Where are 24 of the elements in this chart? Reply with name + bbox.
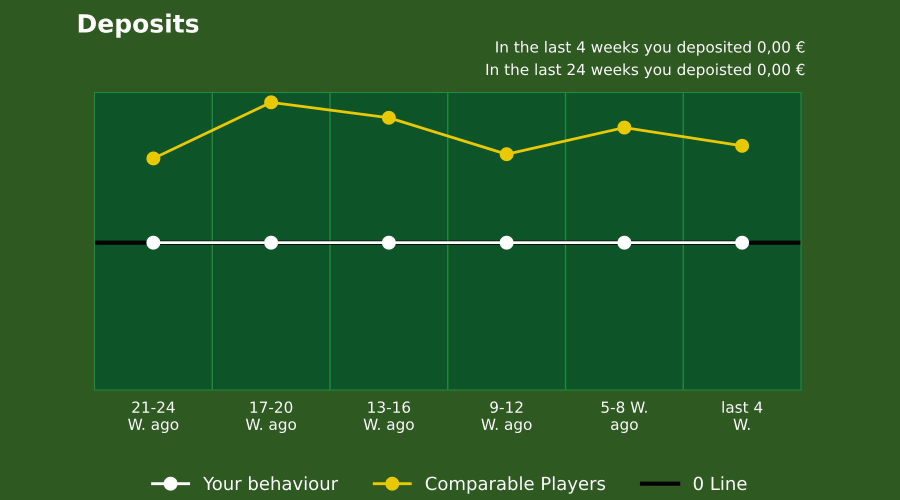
legend-label: 0 Line <box>694 476 746 490</box>
x-tick-label: 5-8 W. ago <box>602 401 647 434</box>
point <box>617 120 632 135</box>
x-tick-label: 9-12 W. ago <box>481 401 532 434</box>
point <box>146 152 160 166</box>
x-tick-label: last 4 W. <box>722 401 762 430</box>
point <box>735 236 750 250</box>
x-tick-label: 13-16 W. ago <box>364 401 414 434</box>
point <box>382 110 396 125</box>
point <box>500 236 514 250</box>
legend-label: Your behaviour <box>203 476 338 490</box>
text: In the last 4 weeks you deposited 0,00 € <box>496 40 804 56</box>
point <box>617 236 632 250</box>
point <box>735 138 750 153</box>
text: In the last 24 weeks you depoisted 0,00 € <box>486 63 804 78</box>
point <box>264 95 278 110</box>
x-tick-label: 17-20 W. ago <box>246 401 296 434</box>
point <box>500 147 514 162</box>
point <box>382 236 396 250</box>
x-tick-label: 21-24 W. ago <box>128 401 178 434</box>
chart-title: Deposits <box>78 14 198 38</box>
point <box>146 236 160 250</box>
point <box>264 236 278 250</box>
legend-label: Comparable Players <box>426 476 606 494</box>
